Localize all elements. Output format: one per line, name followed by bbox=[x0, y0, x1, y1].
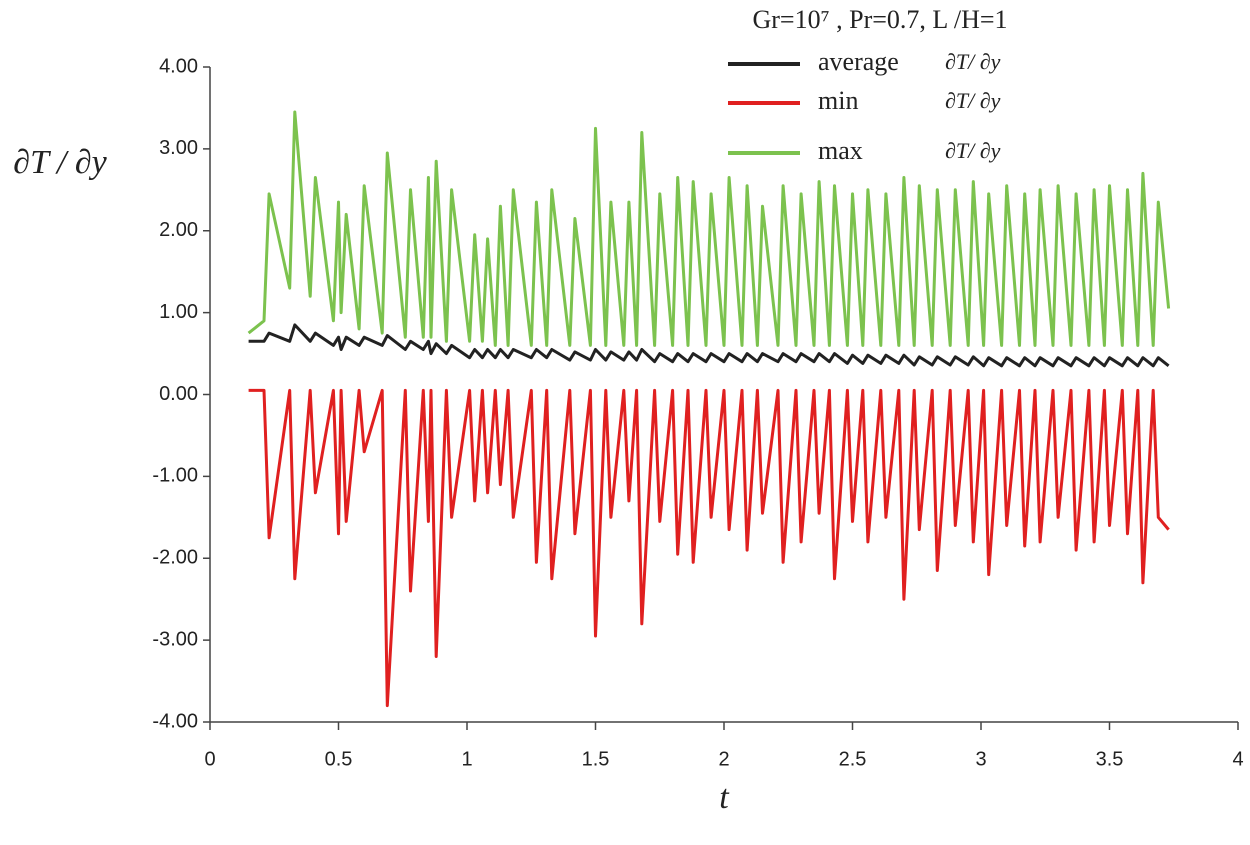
y-tick-label: 4.00 bbox=[159, 55, 198, 77]
x-tick-label: 4 bbox=[1232, 748, 1243, 770]
y-tick-label: 3.00 bbox=[159, 137, 198, 159]
legend-label: max bbox=[818, 136, 863, 165]
y-tick-label: -2.00 bbox=[152, 547, 198, 569]
data-line bbox=[248, 388, 1170, 708]
x-tick-label: 0 bbox=[204, 748, 215, 770]
x-tick-label: 0.5 bbox=[325, 748, 353, 770]
x-axis-label: t bbox=[719, 779, 730, 816]
y-tick-label: -3.00 bbox=[152, 628, 198, 650]
y-tick-label: 2.00 bbox=[159, 219, 198, 241]
data-line bbox=[247, 110, 1171, 347]
x-tick-label: 3 bbox=[975, 748, 986, 770]
y-tick-label: -4.00 bbox=[152, 710, 198, 732]
y-tick-label: 0.00 bbox=[159, 383, 198, 405]
x-tick-label: 2 bbox=[718, 748, 729, 770]
legend-label: average bbox=[818, 47, 899, 76]
data-line bbox=[248, 323, 1170, 368]
x-tick-label: 1 bbox=[461, 748, 472, 770]
y-axis-label: ∂T / ∂y bbox=[13, 144, 107, 181]
x-tick-label: 2.5 bbox=[839, 748, 867, 770]
y-tick-label: 1.00 bbox=[159, 301, 198, 323]
y-tick-label: -1.00 bbox=[152, 465, 198, 487]
legend-unit: ∂T/ ∂y bbox=[945, 88, 1001, 113]
legend-unit: ∂T/ ∂y bbox=[945, 138, 1001, 163]
chart-title: Gr=10⁷ , Pr=0.7, L /H=1 bbox=[752, 5, 1007, 34]
legend-unit: ∂T/ ∂y bbox=[945, 49, 1001, 74]
x-tick-label: 3.5 bbox=[1096, 748, 1124, 770]
x-tick-label: 1.5 bbox=[582, 748, 610, 770]
legend-label: min bbox=[818, 86, 858, 115]
